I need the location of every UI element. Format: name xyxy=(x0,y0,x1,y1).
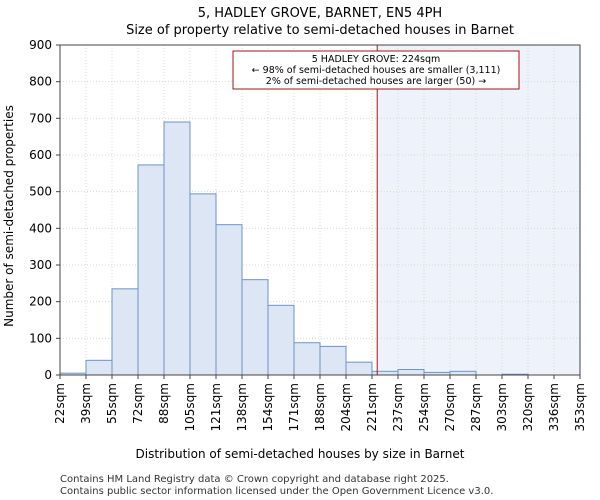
x-tick-label: 254sqm xyxy=(417,383,431,431)
x-tick-label: 287sqm xyxy=(469,383,483,431)
x-tick-label: 320sqm xyxy=(521,383,535,431)
x-tick-label: 303sqm xyxy=(495,383,509,431)
x-tick-label: 221sqm xyxy=(365,383,379,431)
y-tick-label: 900 xyxy=(29,38,52,52)
bar-55sqm xyxy=(111,288,139,376)
x-tick-label: 39sqm xyxy=(79,383,93,424)
x-tick-label: 188sqm xyxy=(313,383,327,431)
x-tick-label: 154sqm xyxy=(261,383,275,431)
x-axis-ticks: 22sqm 39sqm 55sqm 72sqm 88sqm 105sqm 121sqm 138… xyxy=(53,375,587,431)
x-tick-label: 138sqm xyxy=(235,383,249,431)
bar-138sqm xyxy=(241,279,269,376)
y-tick-label: 0 xyxy=(44,368,52,382)
x-tick-label: 105sqm xyxy=(183,383,197,431)
annotation-line1: 5 HADLEY GROVE: 224sqm xyxy=(312,54,441,65)
y-tick-label: 600 xyxy=(29,148,52,162)
chart-title-line1: 5, HADLEY GROVE, BARNET, EN5 4PH xyxy=(198,6,442,21)
bar-221sqm xyxy=(371,370,399,376)
larger-region-shade xyxy=(377,45,580,375)
bar-237sqm xyxy=(397,369,425,376)
x-tick-label: 22sqm xyxy=(53,383,67,424)
bar-171sqm xyxy=(293,342,321,376)
footer-line2: Contains public sector information licen… xyxy=(60,486,493,497)
chart-title-line2: Size of property relative to semi-detach… xyxy=(126,23,514,38)
y-tick-label: 200 xyxy=(29,295,52,309)
bar-121sqm xyxy=(215,224,243,376)
y-tick-label: 100 xyxy=(29,331,52,345)
y-tick-label: 300 xyxy=(29,258,52,272)
y-tick-label: 700 xyxy=(29,111,52,125)
bar-188sqm xyxy=(319,345,347,376)
x-tick-label: 55sqm xyxy=(105,383,119,424)
bar-105sqm xyxy=(189,193,217,376)
y-tick-label: 500 xyxy=(29,185,52,199)
x-tick-label: 204sqm xyxy=(339,383,353,431)
x-tick-label: 88sqm xyxy=(157,383,171,424)
bar-270sqm xyxy=(449,370,477,376)
x-tick-label: 237sqm xyxy=(391,383,405,431)
x-tick-label: 353sqm xyxy=(573,383,587,431)
y-axis-label: Number of semi-detached properties xyxy=(2,105,16,327)
x-tick-label: 270sqm xyxy=(443,383,457,431)
annotation-box xyxy=(232,50,520,90)
annotation-line2: ← 98% of semi-detached houses are smalle… xyxy=(252,65,501,76)
x-tick-label: 171sqm xyxy=(287,383,301,431)
bar-88sqm xyxy=(163,121,191,376)
x-tick-label: 72sqm xyxy=(131,383,145,424)
x-tick-label: 336sqm xyxy=(547,383,561,431)
bar-72sqm xyxy=(137,164,165,376)
bar-204sqm xyxy=(345,361,373,376)
y-axis-ticks: 0 100 200 300 400 500 600 700 800 900 xyxy=(29,38,60,382)
bar-154sqm xyxy=(267,304,295,376)
y-tick-label: 800 xyxy=(29,75,52,89)
y-tick-label: 400 xyxy=(29,221,52,235)
x-tick-label: 121sqm xyxy=(209,383,223,431)
annotation-line3: 2% of semi-detached houses are larger (5… xyxy=(266,76,486,87)
bar-39sqm xyxy=(85,359,113,376)
marker-annotation: 5 HADLEY GROVE: 224sqm ← 98% of semi-det… xyxy=(232,50,520,90)
footer-line1: Contains HM Land Registry data © Crown c… xyxy=(60,474,449,485)
x-axis-label: Distribution of semi-detached houses by … xyxy=(136,447,465,461)
